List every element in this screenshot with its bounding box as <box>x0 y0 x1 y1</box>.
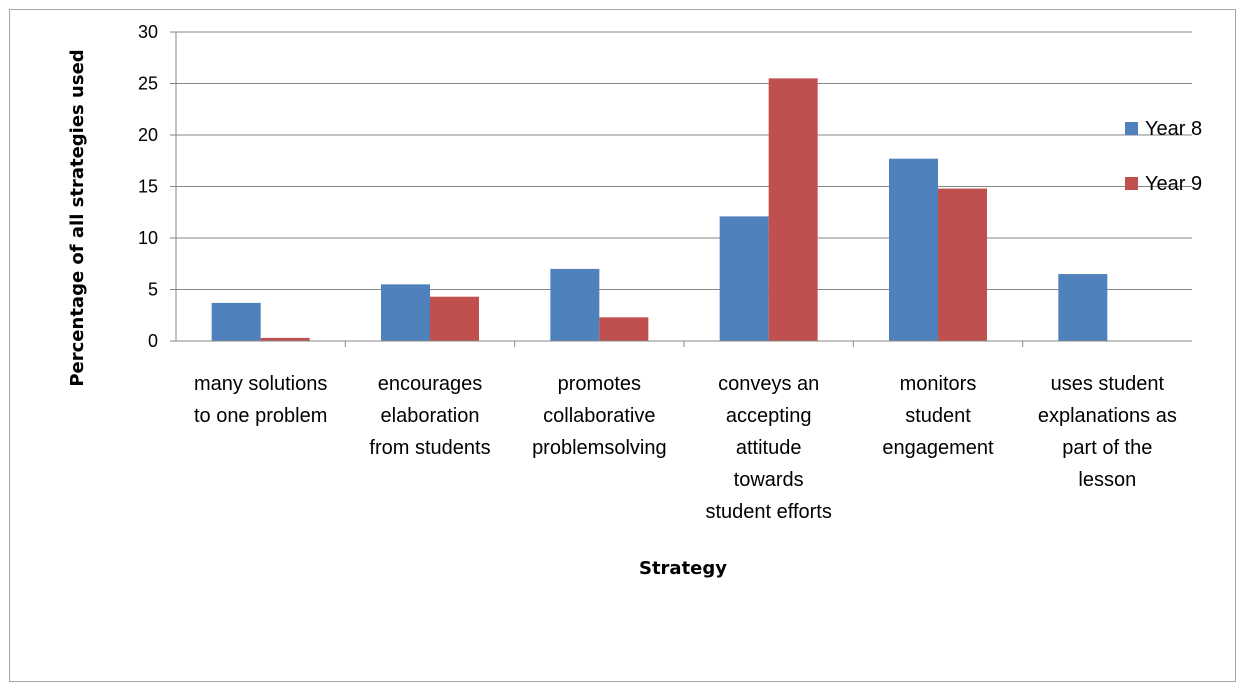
x-category-label: engagement <box>882 437 994 459</box>
y-tick-label: 20 <box>138 125 158 145</box>
bar-year-8 <box>211 302 261 341</box>
y-axis-title: Percentage of all strategies used <box>67 49 88 386</box>
x-category-label: collaborative <box>543 405 655 427</box>
bar-year-9 <box>768 78 818 341</box>
gridlines <box>176 31 1192 290</box>
x-category-label: lesson <box>1078 469 1136 491</box>
bar-year-8 <box>381 284 430 341</box>
y-tick-label: 30 <box>138 22 158 42</box>
x-axis-categories: many solutions to one problem encourages el… <box>194 373 1177 523</box>
x-category-label: problemsolving <box>532 437 667 459</box>
y-tick-label: 5 <box>148 280 158 300</box>
axes <box>175 32 1192 347</box>
legend-swatch <box>1125 177 1138 190</box>
y-axis-ticks: 0 5 10 15 20 25 30 <box>138 22 176 351</box>
legend-label: Year 8 <box>1145 118 1202 140</box>
x-category-label: elaboration <box>381 405 480 427</box>
x-category-label: encourages <box>378 373 483 395</box>
x-category-label: attitude <box>736 437 802 459</box>
x-category-label: accepting <box>726 405 812 427</box>
legend-swatch <box>1125 122 1138 135</box>
bar-year-9 <box>260 337 310 341</box>
bar-year-8 <box>1058 274 1108 341</box>
x-category-label: from students <box>369 437 490 459</box>
bar-year-9 <box>430 296 479 341</box>
x-axis-title: Strategy <box>639 558 727 579</box>
x-category-label: student <box>905 405 971 427</box>
bar-year-8 <box>719 216 769 341</box>
bar-year-8 <box>889 158 938 341</box>
chart-frame <box>9 9 1236 682</box>
x-category-label: part of the <box>1062 437 1152 459</box>
x-category-label: towards <box>734 469 804 491</box>
y-tick-label: 15 <box>138 177 158 197</box>
y-tick-label: 25 <box>138 74 158 94</box>
x-category-label: promotes <box>558 373 641 395</box>
bar-year-9 <box>938 188 987 341</box>
x-category-label: uses student <box>1051 373 1165 395</box>
x-category-label: student efforts <box>705 501 831 523</box>
legend: Year 8 Year 9 <box>1125 118 1202 195</box>
bars <box>211 78 1108 341</box>
x-category-label: many solutions <box>194 373 327 395</box>
bar-year-9 <box>599 317 649 341</box>
x-category-label: conveys an <box>718 373 819 395</box>
y-tick-label: 0 <box>148 331 158 351</box>
x-category-label: explanations as <box>1038 405 1177 427</box>
bar-year-8 <box>550 268 600 341</box>
legend-label: Year 9 <box>1145 173 1202 195</box>
x-category-label: monitors <box>900 373 977 395</box>
y-tick-label: 10 <box>138 228 158 248</box>
x-category-label: to one problem <box>194 405 327 427</box>
